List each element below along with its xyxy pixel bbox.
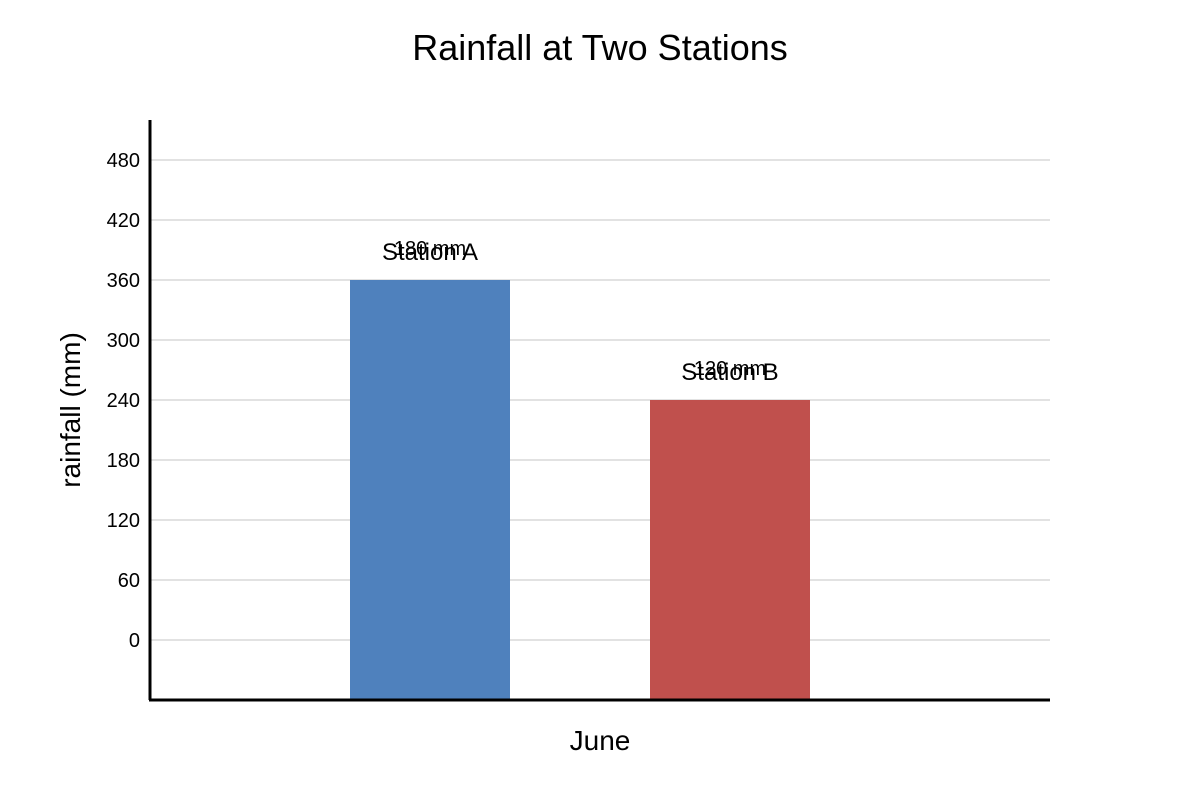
bar-category-label: Station A: [382, 239, 478, 266]
bar: [650, 400, 810, 700]
y-tick-label: 300: [107, 330, 140, 352]
bar: [350, 280, 510, 700]
bar-value-label: 180 mm: [394, 238, 466, 260]
chart-title: Rainfall at Two Stations: [412, 27, 788, 68]
y-tick-labels: 0 60 120 180 240 300 360 420 480: [107, 150, 140, 652]
grid-lines: [150, 159, 1050, 641]
y-tick-label: 360: [107, 270, 140, 292]
y-tick-label: 180: [107, 450, 140, 472]
bar-category-label: Station B: [681, 359, 778, 386]
y-tick-label: 480: [107, 150, 140, 172]
y-tick-label: 240: [107, 390, 140, 412]
x-axis-label: June: [570, 725, 631, 756]
y-axis-label: rainfall (mm): [55, 332, 86, 488]
bars: [350, 280, 810, 700]
bar-value-label: 120 mm: [694, 358, 766, 380]
y-tick-label: 0: [129, 630, 140, 652]
y-tick-label: 120: [107, 510, 140, 532]
y-tick-label: 420: [107, 210, 140, 232]
y-tick-label: 60: [118, 570, 140, 592]
